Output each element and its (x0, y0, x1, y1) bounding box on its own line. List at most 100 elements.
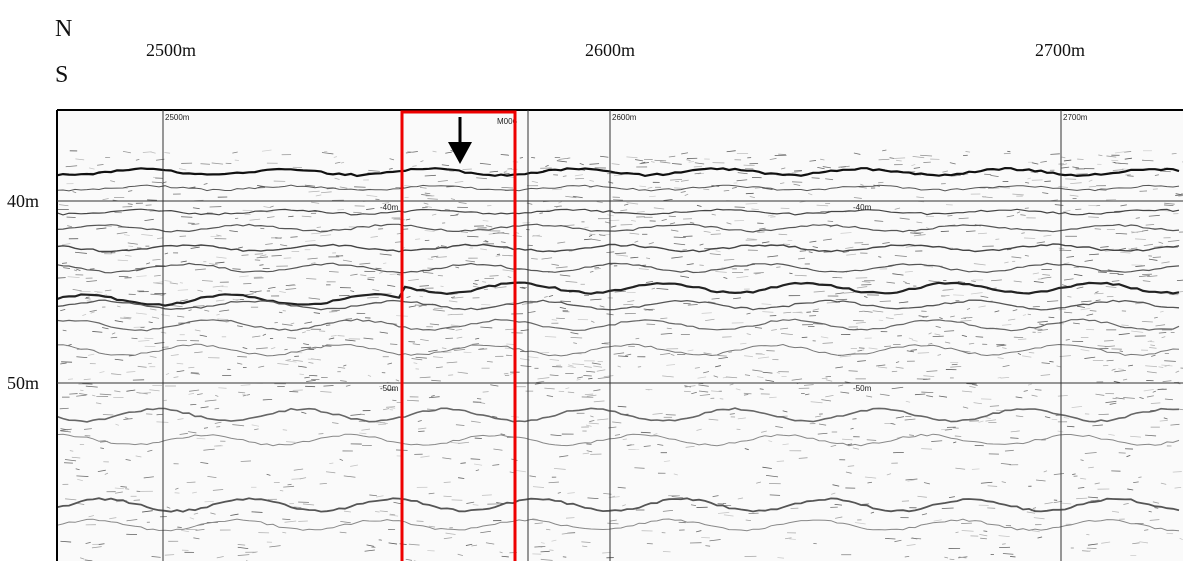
depth-label: 40m (7, 191, 39, 211)
texture-stroke (290, 236, 298, 238)
texture-stroke (626, 202, 639, 205)
texture-stroke (1053, 473, 1065, 476)
texture-stroke (291, 478, 301, 480)
texture-stroke (251, 424, 260, 427)
texture-stroke (519, 157, 523, 159)
texture-stroke (838, 384, 844, 387)
texture-stroke (482, 281, 487, 283)
texture-stroke (878, 158, 890, 161)
texture-stroke (898, 301, 909, 304)
texture-stroke (263, 206, 271, 209)
texture-stroke (666, 327, 672, 330)
texture-stroke (813, 290, 825, 293)
texture-stroke (146, 262, 151, 265)
texture-stroke (382, 202, 390, 204)
texture-stroke (1158, 332, 1167, 334)
texture-stroke (431, 379, 441, 382)
texture-stroke (891, 386, 904, 390)
texture-stroke (529, 475, 537, 478)
texture-stroke (691, 391, 697, 395)
texture-stroke (971, 384, 978, 386)
texture-stroke (1170, 423, 1180, 426)
texture-stroke (194, 351, 203, 354)
texture-stroke (1114, 151, 1127, 154)
texture-stroke (493, 448, 503, 451)
texture-stroke (126, 389, 136, 392)
texture-stroke (454, 180, 464, 184)
texture-stroke (203, 448, 215, 451)
texture-stroke (953, 441, 957, 444)
texture-stroke (340, 161, 345, 164)
texture-stroke (916, 221, 923, 224)
texture-stroke (905, 282, 910, 285)
texture-stroke (541, 257, 553, 260)
texture-stroke (120, 486, 127, 488)
texture-stroke (367, 296, 379, 299)
texture-stroke (457, 371, 468, 374)
texture-stroke (192, 207, 200, 210)
texture-stroke (342, 259, 352, 263)
texture-stroke (431, 255, 439, 258)
texture-stroke (939, 317, 943, 320)
texture-stroke (320, 391, 332, 393)
texture-stroke (944, 556, 949, 559)
texture-stroke (562, 175, 567, 177)
texture-stroke (780, 327, 789, 330)
texture-stroke (157, 237, 164, 240)
texture-stroke (304, 321, 313, 324)
texture-stroke (711, 390, 721, 393)
texture-stroke (503, 372, 509, 375)
texture-stroke (151, 181, 163, 184)
texture-stroke (148, 321, 153, 324)
texture-stroke (239, 275, 249, 278)
texture-stroke (315, 194, 322, 197)
texture-stroke (893, 157, 906, 159)
texture-stroke (765, 379, 775, 382)
texture-stroke (249, 218, 261, 221)
texture-stroke (527, 356, 539, 359)
texture-stroke (1167, 239, 1180, 243)
texture-stroke (565, 517, 575, 519)
texture-stroke (67, 276, 80, 279)
texture-stroke (1108, 433, 1115, 436)
texture-stroke (885, 538, 896, 540)
texture-stroke (176, 370, 185, 373)
texture-stroke (540, 550, 550, 553)
texture-stroke (424, 174, 436, 177)
texture-stroke (715, 365, 721, 368)
texture-stroke (909, 434, 914, 436)
texture-stroke (76, 475, 89, 477)
texture-stroke (1113, 161, 1117, 164)
texture-stroke (540, 542, 545, 544)
texture-stroke (1161, 364, 1173, 367)
texture-stroke (895, 416, 905, 419)
texture-stroke (1139, 397, 1144, 400)
texture-stroke (567, 492, 575, 494)
texture-stroke (389, 514, 399, 517)
texture-stroke (1047, 300, 1059, 302)
texture-stroke (551, 319, 558, 321)
texture-stroke (663, 199, 673, 201)
texture-stroke (188, 366, 195, 369)
texture-stroke (75, 158, 85, 161)
texture-stroke (1063, 417, 1070, 419)
texture-stroke (775, 425, 783, 429)
texture-stroke (729, 383, 734, 386)
texture-stroke (855, 321, 866, 324)
texture-stroke (1007, 318, 1016, 321)
texture-stroke (937, 354, 942, 356)
texture-stroke (725, 376, 738, 379)
texture-stroke (781, 167, 786, 170)
texture-stroke (240, 460, 251, 462)
texture-stroke (782, 243, 791, 245)
texture-stroke (1030, 171, 1039, 174)
texture-stroke (545, 528, 551, 531)
texture-stroke (1109, 402, 1117, 405)
texture-stroke (82, 313, 87, 316)
texture-stroke (1066, 256, 1075, 258)
texture-stroke (842, 438, 853, 441)
texture-stroke (334, 161, 341, 164)
texture-stroke (269, 545, 281, 548)
texture-stroke (1080, 459, 1084, 461)
texture-stroke (474, 279, 479, 282)
